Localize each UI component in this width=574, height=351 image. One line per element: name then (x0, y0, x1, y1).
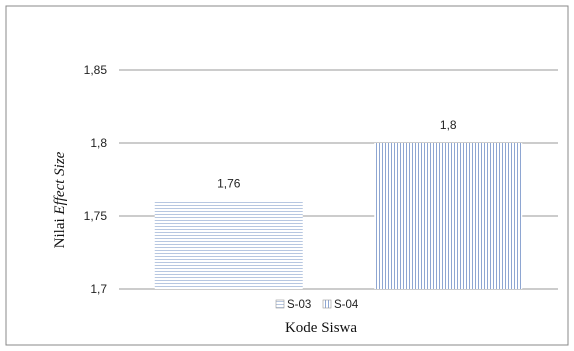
x-axis-title: Kode Siswa (285, 320, 357, 336)
y-axis-title: Nilai Effect Size (52, 151, 68, 248)
legend-swatch-s04 (322, 299, 332, 309)
bar-s-04 (374, 143, 523, 289)
y-tick-label: 1,7 (90, 282, 107, 296)
legend: S-03 S-04 (275, 299, 359, 311)
y-tick-label: 1,75 (84, 209, 108, 223)
legend-label-s04: S-04 (334, 299, 359, 311)
data-label-s-03: 1,76 (217, 176, 241, 190)
y-axis-title-plain: Nilai (52, 215, 68, 249)
legend-label-s03: S-03 (287, 299, 311, 311)
y-tick-label: 1,8 (90, 136, 107, 150)
data-labels: 1,76 1,8 (217, 118, 457, 190)
data-label-s-04: 1,8 (440, 118, 457, 132)
bars (154, 143, 523, 289)
bar-s-03 (154, 201, 303, 289)
legend-swatch-s03 (275, 299, 285, 309)
y-tick-labels: 1,7 1,75 1,8 1,85 (84, 63, 108, 296)
y-tick-label: 1,85 (84, 63, 108, 77)
y-axis-title-italic: Effect Size (52, 151, 68, 215)
